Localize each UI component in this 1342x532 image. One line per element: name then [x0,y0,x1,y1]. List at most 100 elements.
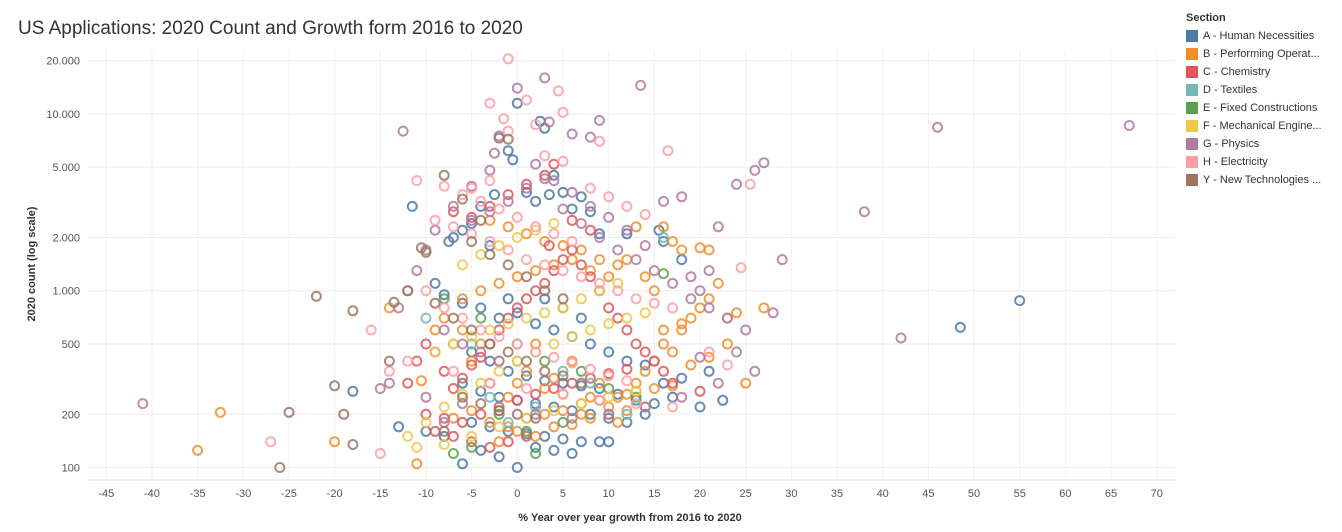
data-point-b[interactable] [548,372,560,384]
data-point-c[interactable] [603,302,615,314]
data-point-b[interactable] [758,302,770,314]
data-point-c[interactable] [447,206,459,218]
data-point-c[interactable] [521,178,532,190]
data-point-h[interactable] [621,375,633,387]
data-point-h[interactable] [662,145,674,157]
data-point-h[interactable] [566,236,578,247]
data-point-h[interactable] [429,214,441,226]
data-point-y[interactable] [447,312,459,324]
data-point-f[interactable] [530,224,542,236]
data-point-g[interactable] [447,200,459,212]
data-point-g[interactable] [694,285,706,297]
data-point-c[interactable] [438,412,450,424]
data-point-f[interactable] [438,401,450,413]
data-point-f[interactable] [402,430,414,442]
data-point-b[interactable] [594,254,605,266]
data-point-f[interactable] [466,430,478,442]
data-point-e[interactable] [466,441,478,453]
data-point-f[interactable] [621,312,633,324]
data-point-h[interactable] [721,359,733,371]
data-point-c[interactable] [511,302,523,314]
data-point-c[interactable] [639,346,651,358]
data-point-f[interactable] [603,318,615,330]
data-point-g[interactable] [420,391,432,403]
data-point-b[interactable] [484,214,496,226]
data-point-g[interactable] [721,312,733,324]
data-point-h[interactable] [466,182,478,194]
data-point-c[interactable] [630,338,642,350]
data-point-y[interactable] [310,290,322,302]
data-point-g[interactable] [685,271,697,283]
data-point-h[interactable] [411,175,423,187]
data-point-a[interactable] [484,355,496,367]
data-point-b[interactable] [658,338,669,350]
data-point-d[interactable] [484,391,496,403]
data-point-g[interactable] [630,254,642,266]
data-point-y[interactable] [502,259,514,271]
data-point-c[interactable] [466,436,478,448]
legend-item-g[interactable]: G - Physics [1186,135,1336,153]
data-point-b[interactable] [548,421,560,433]
data-point-a[interactable] [530,318,542,330]
data-point-c[interactable] [502,312,514,324]
data-point-f[interactable] [438,439,450,450]
data-point-a[interactable] [447,232,459,243]
data-point-b[interactable] [557,240,569,252]
data-point-g[interactable] [493,355,505,367]
data-point-a[interactable] [1014,295,1026,307]
data-point-g[interactable] [1123,120,1135,131]
data-point-a[interactable] [703,365,715,377]
data-point-h[interactable] [447,221,459,233]
data-point-g[interactable] [749,164,761,176]
data-point-f[interactable] [411,441,423,453]
data-point-e[interactable] [630,391,642,403]
data-point-g[interactable] [639,401,651,413]
data-point-c[interactable] [557,254,569,266]
data-point-h[interactable] [557,155,569,167]
data-point-a[interactable] [539,122,551,134]
data-point-c[interactable] [493,401,505,413]
data-point-g[interactable] [703,265,715,277]
data-point-a[interactable] [658,377,669,389]
data-point-y[interactable] [484,249,496,261]
data-point-y[interactable] [466,324,478,336]
data-point-a[interactable] [603,436,615,448]
data-point-h[interactable] [457,189,468,201]
data-point-b[interactable] [493,436,505,448]
data-point-g[interactable] [584,200,596,212]
data-point-g[interactable] [667,277,679,289]
data-point-h[interactable] [557,265,569,277]
data-point-b[interactable] [703,293,715,305]
data-point-a[interactable] [648,398,660,410]
data-point-g[interactable] [685,293,697,305]
data-point-y[interactable] [521,355,532,367]
data-point-a[interactable] [667,391,679,403]
data-point-a[interactable] [548,324,560,336]
data-point-b[interactable] [630,221,642,233]
data-point-h[interactable] [383,365,395,377]
data-point-e[interactable] [530,448,542,459]
data-point-h[interactable] [594,277,605,289]
data-point-a[interactable] [511,307,523,319]
data-point-b[interactable] [731,307,742,319]
data-point-c[interactable] [457,372,468,384]
data-point-a[interactable] [511,97,523,109]
data-point-a[interactable] [557,433,569,445]
data-point-b[interactable] [484,416,496,428]
data-point-h[interactable] [584,182,596,194]
data-point-f[interactable] [493,365,505,377]
data-point-h[interactable] [475,195,487,207]
data-point-h[interactable] [667,401,679,413]
data-point-b[interactable] [676,244,688,256]
data-point-b[interactable] [329,436,341,448]
data-point-c[interactable] [475,408,487,420]
data-point-f[interactable] [639,307,651,319]
data-point-c[interactable] [502,189,514,201]
data-point-h[interactable] [735,262,747,274]
data-point-f[interactable] [521,412,532,424]
data-point-g[interactable] [676,391,688,403]
data-point-g[interactable] [712,221,724,233]
data-point-f[interactable] [484,324,496,336]
data-point-a[interactable] [566,203,578,215]
data-point-h[interactable] [584,363,596,375]
